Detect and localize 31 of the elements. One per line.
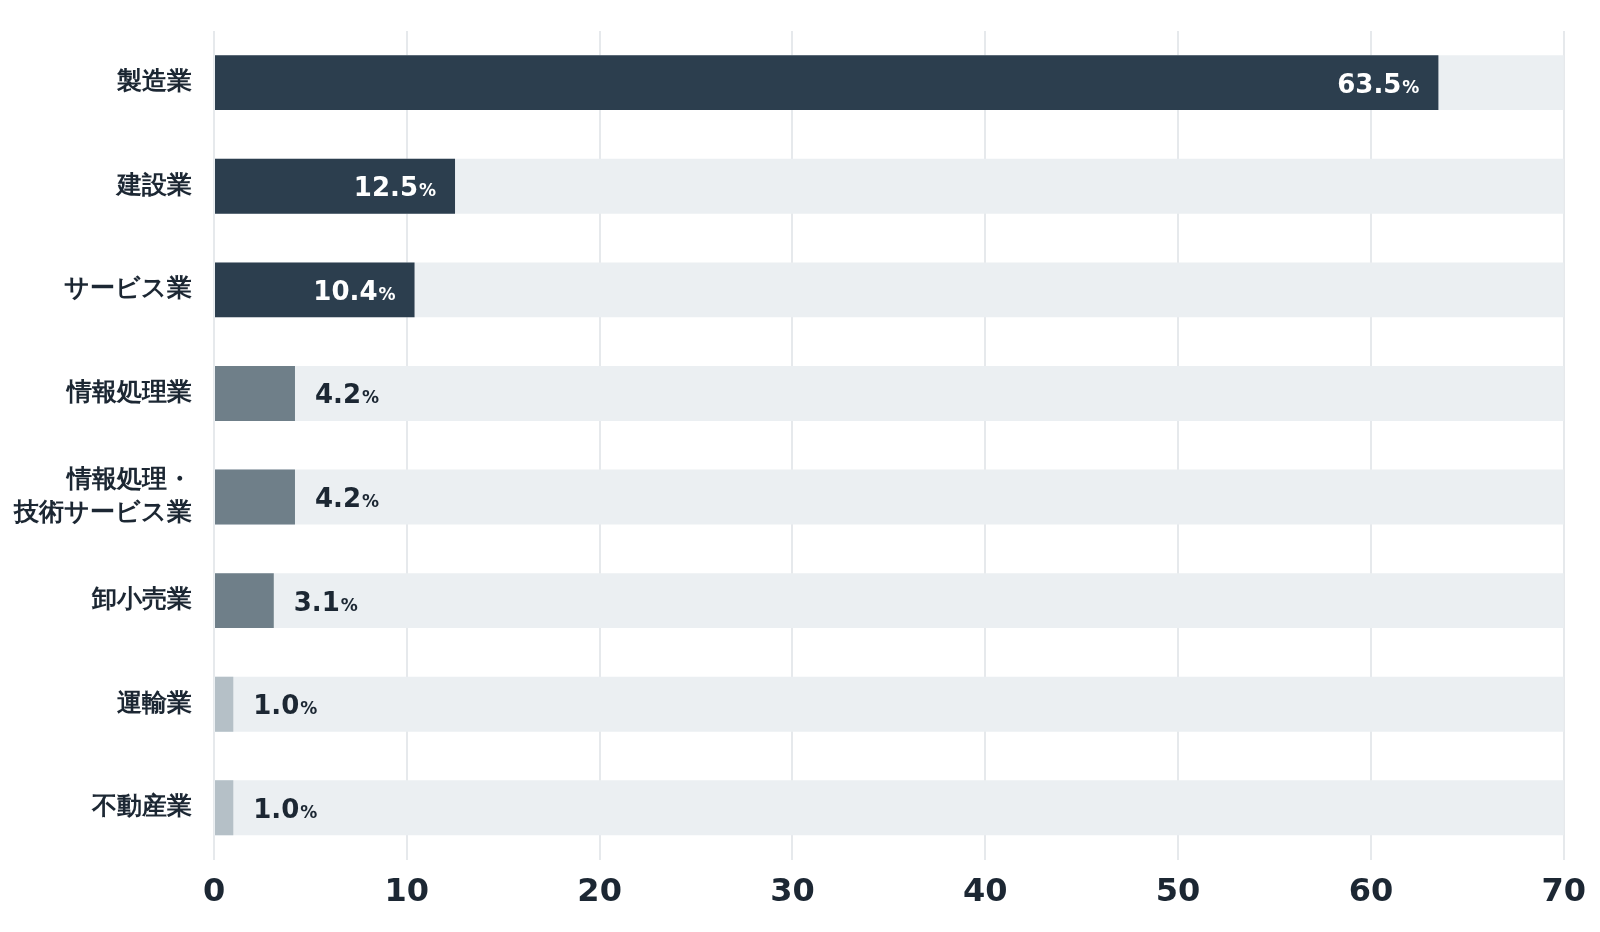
y-tick-label: 不動産業 <box>91 791 192 821</box>
data-label: 1.0% <box>253 793 318 824</box>
x-tick-label: 10 <box>384 871 430 910</box>
data-label: 10.4% <box>313 275 396 306</box>
data-label: 1.0% <box>253 690 318 721</box>
y-tick-label: 建設業 <box>115 169 192 199</box>
bar <box>215 365 295 421</box>
x-tick-label: 0 <box>202 871 226 910</box>
x-tick-label: 70 <box>1541 871 1586 910</box>
data-label: 3.1% <box>293 586 358 617</box>
data-label: 12.5% <box>353 172 437 203</box>
bar <box>215 676 234 732</box>
x-tick-label: 30 <box>770 871 815 910</box>
bar <box>215 262 415 318</box>
y-tick-label: 情報処理・技術サービス業 <box>13 463 192 527</box>
y-tick-label: 製造業 <box>116 66 192 96</box>
y-tick-label: 卸小売業 <box>91 584 192 614</box>
bar <box>215 158 456 214</box>
bar <box>215 573 274 629</box>
data-label: 63.5% <box>1337 68 1420 99</box>
x-tick-label: 20 <box>577 871 622 910</box>
data-label: 4.2% <box>314 379 380 410</box>
x-tick-label: 60 <box>1348 871 1394 910</box>
x-tick-label: 50 <box>1155 871 1201 910</box>
y-tick-label: サービス業 <box>64 273 192 303</box>
y-tick-label: 情報処理業 <box>65 376 192 406</box>
data-label: 4.2% <box>314 483 380 514</box>
y-tick-label: 運輸業 <box>117 687 192 717</box>
bar <box>215 780 234 836</box>
bar <box>215 469 295 525</box>
x-tick-label: 40 <box>963 871 1008 910</box>
